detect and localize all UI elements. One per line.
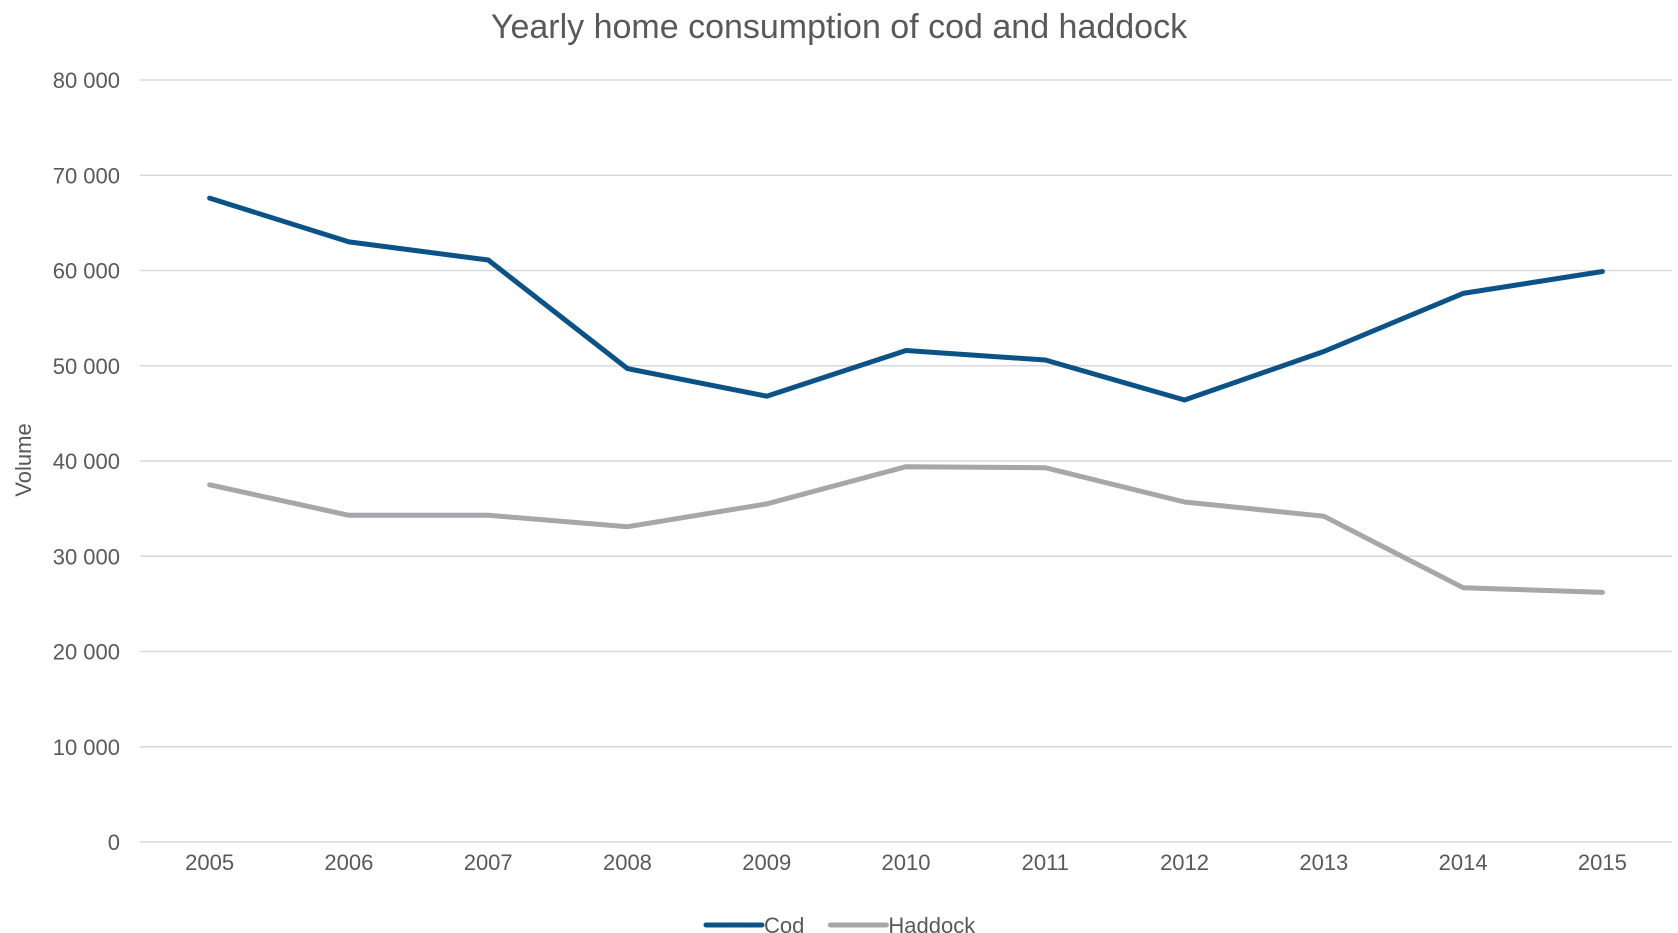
y-tick-label: 20 000 xyxy=(53,640,120,665)
y-tick-label: 70 000 xyxy=(53,163,120,188)
y-tick-label: 50 000 xyxy=(53,354,120,379)
x-tick-label: 2009 xyxy=(742,850,791,875)
x-tick-label: 2007 xyxy=(464,850,513,875)
x-axis-ticks: 2005 2006 2007 2008 2009 2010 2011 2012 2013 2014… xyxy=(185,850,1627,875)
y-tick-label: 40 000 xyxy=(53,449,120,474)
y-tick-label: 30 000 xyxy=(53,544,120,569)
y-tick-label: 10 000 xyxy=(53,735,120,760)
y-axis-label: Volume xyxy=(11,423,36,496)
x-tick-label: 2013 xyxy=(1299,850,1348,875)
x-tick-label: 2005 xyxy=(185,850,234,875)
legend: Cod Haddock xyxy=(703,913,976,933)
y-axis-ticks: 0 10 000 20 000 30 000 40 000 50 000 60 000 70 … xyxy=(53,68,120,855)
x-tick-label: 2014 xyxy=(1439,850,1488,875)
series-lines xyxy=(207,195,1605,595)
x-tick-label: 2008 xyxy=(603,850,652,875)
series-line-cod xyxy=(207,195,1605,403)
y-tick-label: 60 000 xyxy=(53,259,120,284)
x-tick-label: 2010 xyxy=(882,850,931,875)
chart-title: Yearly home consumption of cod and haddo… xyxy=(491,8,1188,46)
gridlines xyxy=(140,79,1672,843)
y-tick-label: 0 xyxy=(108,830,120,855)
y-tick-label: 80 000 xyxy=(53,68,120,93)
x-tick-label: 2015 xyxy=(1578,850,1627,875)
legend-label-cod: Cod xyxy=(764,913,804,933)
series-line-haddock xyxy=(207,464,1605,595)
x-tick-label: 2006 xyxy=(324,850,373,875)
x-tick-label: 2012 xyxy=(1160,850,1209,875)
legend-label-haddock: Haddock xyxy=(888,913,976,933)
x-tick-label: 2011 xyxy=(1022,850,1069,875)
